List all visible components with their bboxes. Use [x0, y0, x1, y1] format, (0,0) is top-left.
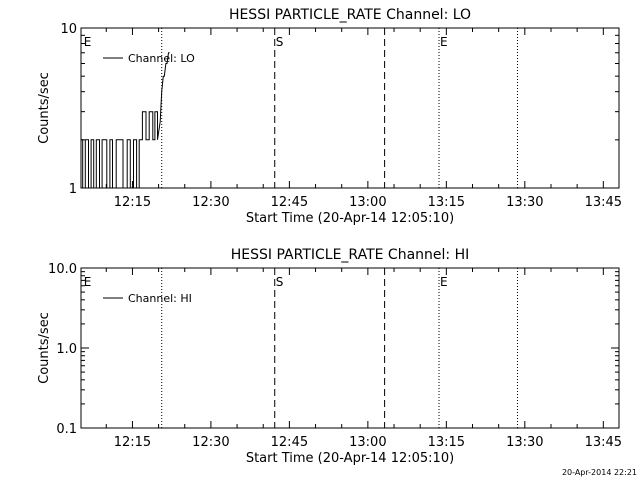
chart-title: HESSI PARTICLE_RATE Channel: LO: [229, 7, 471, 23]
event-marker-label: E: [84, 35, 92, 49]
legend-label: Channel: HI: [128, 292, 192, 305]
legend-label: Channel: LO: [128, 52, 195, 65]
x-tick-label: 12:30: [192, 195, 229, 210]
y-axis-label: Counts/sec: [37, 72, 52, 144]
y-tick-label: 1: [69, 182, 77, 197]
footer-timestamp: 20-Apr-2014 22:21: [562, 468, 637, 477]
x-tick-label: 13:30: [506, 195, 543, 210]
x-tick-label: 12:15: [114, 435, 151, 450]
x-axis-label: Start Time (20-Apr-14 12:05:10): [246, 211, 454, 226]
series-line: [81, 52, 170, 189]
x-tick-label: 13:45: [585, 195, 622, 210]
panel-hi-channel: HESSI PARTICLE_RATE Channel: HI 12:15 12:3…: [37, 247, 622, 466]
x-tick-label: 13:15: [428, 195, 465, 210]
x-tick-label: 12:30: [192, 435, 229, 450]
y-tick-label: 10.0: [48, 262, 77, 277]
event-marker-label: S: [276, 35, 284, 49]
y-tick-label: 10: [60, 22, 77, 37]
plot-frame: [80, 27, 620, 189]
panel-lo-channel: HESSI PARTICLE_RATE Channel: LO 12:15 12:3…: [37, 7, 622, 226]
chart-title: HESSI PARTICLE_RATE Channel: HI: [231, 247, 469, 263]
x-tick-label: 13:15: [428, 435, 465, 450]
x-tick-label: 13:00: [349, 195, 386, 210]
x-axis-label: Start Time (20-Apr-14 12:05:10): [246, 451, 454, 466]
x-tick-label: 13:45: [585, 435, 622, 450]
event-marker-label: E: [84, 275, 92, 289]
event-marker-label: S: [276, 275, 284, 289]
x-tick-label: 12:45: [271, 435, 308, 450]
y-tick-label: 0.1: [56, 422, 77, 437]
event-marker-label: E: [440, 35, 448, 49]
y-axis-label: Counts/sec: [37, 312, 52, 384]
event-marker-label: E: [440, 275, 448, 289]
x-tick-label: 12:45: [271, 195, 308, 210]
x-tick-label: 13:00: [349, 435, 386, 450]
y-tick-label: 1.0: [56, 342, 77, 357]
x-tick-label: 12:15: [114, 195, 151, 210]
x-tick-label: 13:30: [506, 435, 543, 450]
